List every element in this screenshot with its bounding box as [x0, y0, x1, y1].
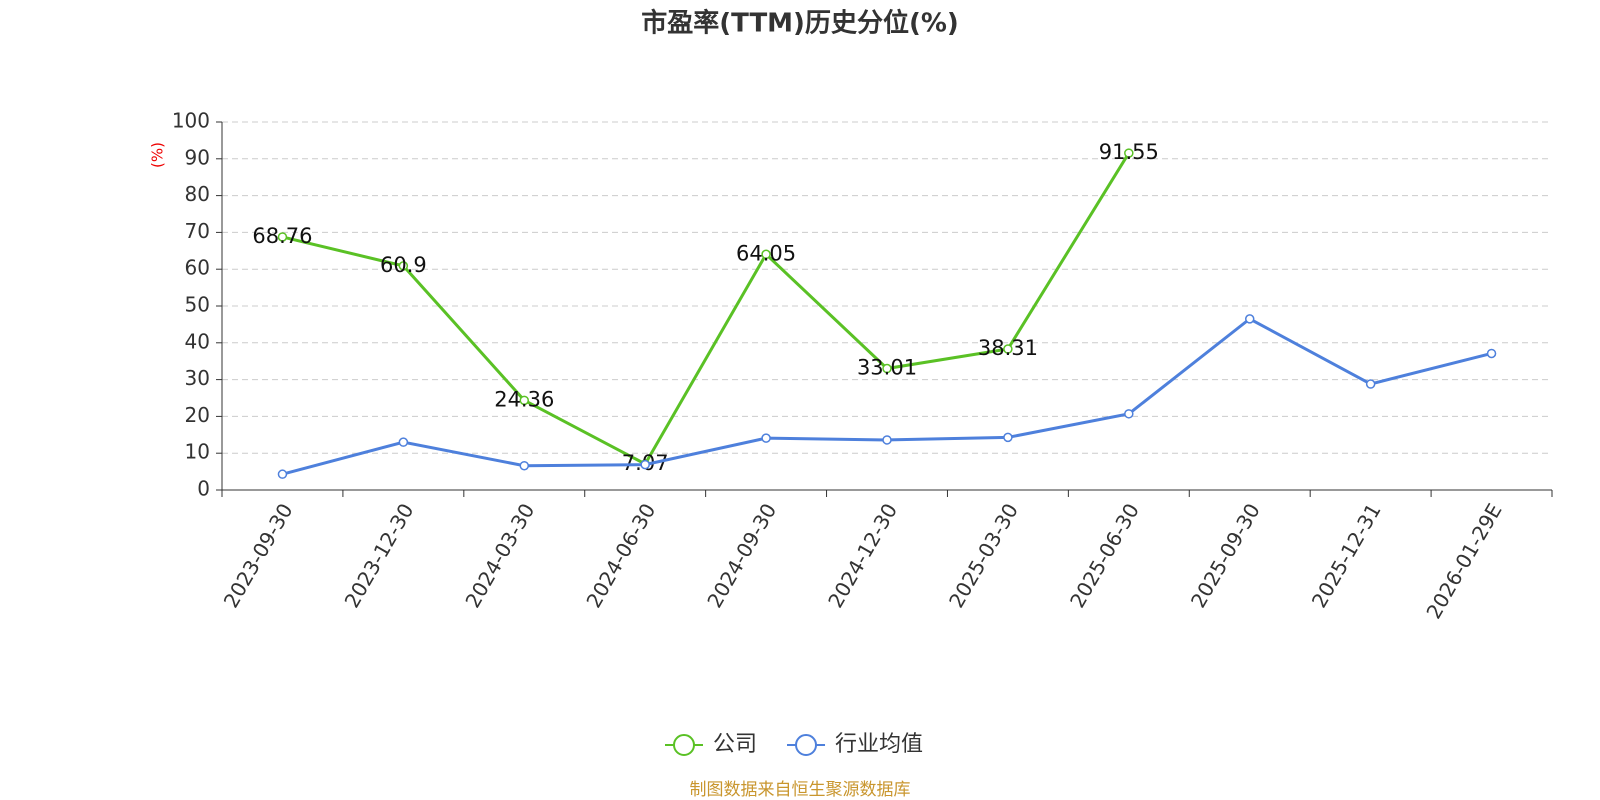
data-point [1124, 148, 1134, 158]
y-tick-label: 90 [185, 145, 210, 169]
series-line [282, 317, 1492, 476]
legend-marker [795, 734, 818, 756]
y-tick-label: 0 [197, 477, 210, 501]
data-label: 64.05 [736, 241, 796, 265]
data-point [1003, 432, 1013, 443]
data-label: 24.36 [494, 387, 554, 411]
y-tick-label: 50 [185, 293, 210, 317]
x-tick-label: 2024-09-30 [702, 499, 781, 612]
x-tick-label: 2023-09-30 [219, 499, 298, 612]
data-point [1244, 314, 1255, 324]
chart-title: 市盈率(TTM)历史分位(%) [641, 8, 959, 39]
data-point [761, 249, 771, 260]
legend-marker [673, 734, 695, 756]
data-label: 38.31 [978, 336, 1038, 360]
y-tick-label: 30 [185, 366, 210, 390]
y-tick-label: 80 [185, 182, 210, 206]
y-axis-label: (%) [149, 142, 167, 168]
y-tick-label: 60 [185, 256, 210, 280]
data-point [398, 261, 409, 271]
x-tick-label: 2023-12-30 [340, 499, 419, 612]
x-tick-label: 2024-06-30 [581, 499, 660, 612]
source-note: 制图数据来自恒生聚源数据库 [690, 780, 911, 800]
x-tick-label: 2025-09-30 [1186, 499, 1265, 612]
y-tick-label: 10 [185, 440, 210, 464]
data-point [1365, 379, 1376, 389]
data-label: 91.55 [1099, 140, 1159, 164]
x-tick-label: 2026-01-29E [1421, 499, 1506, 623]
y-tick-label: 20 [185, 403, 210, 427]
series-line [282, 152, 1131, 466]
data-point [1003, 344, 1013, 354]
data-point [640, 459, 650, 470]
legend-label: 行业均值 [835, 732, 923, 757]
y-tick-label: 40 [185, 329, 210, 353]
data-point [398, 437, 409, 447]
data-point [519, 395, 530, 406]
x-tick-label: 2024-12-30 [823, 499, 902, 612]
data-point [761, 433, 771, 443]
data-point [1486, 348, 1497, 359]
data-point [1124, 409, 1134, 419]
data-label: 33.01 [857, 356, 917, 380]
data-label: 60.9 [380, 253, 427, 277]
legend-label: 公司 [713, 732, 757, 757]
x-tick-label: 2025-06-30 [1065, 499, 1144, 612]
x-tick-label: 2025-12-31 [1307, 499, 1386, 612]
data-point [277, 232, 288, 242]
data-point [277, 469, 288, 479]
data-point [882, 435, 892, 445]
y-tick-label: 70 [185, 219, 210, 243]
data-label: 68.76 [252, 224, 312, 248]
x-tick-label: 2025-03-30 [944, 499, 1023, 612]
x-tick-label: 2024-03-30 [460, 499, 539, 612]
y-tick-label: 100 [172, 109, 210, 133]
data-point [519, 460, 530, 471]
data-point [882, 363, 892, 374]
